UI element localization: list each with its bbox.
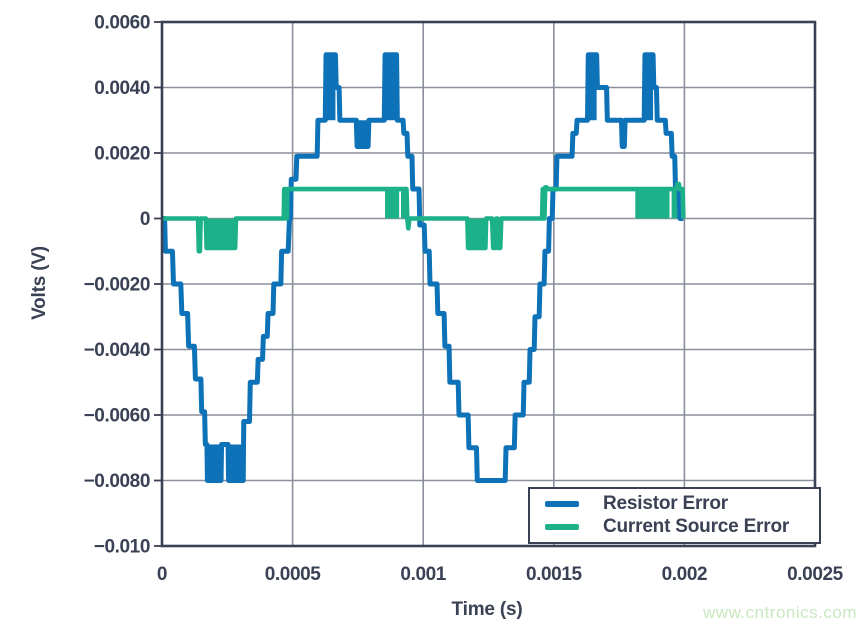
series-band (588, 54, 597, 121)
series-band (400, 189, 408, 219)
y-tick-label: 0.0060 (94, 13, 150, 34)
series-line (162, 52, 684, 483)
resistor-error-swatch-icon (545, 500, 579, 507)
x-tick-label: 0.001 (400, 564, 446, 585)
series-band (385, 189, 400, 219)
y-tick-label: −0.0060 (84, 406, 150, 427)
series-band (357, 120, 369, 147)
y-tick-label: −0.010 (94, 537, 150, 558)
y-axis-title: Volts (V) (29, 246, 50, 320)
legend-label: Resistor Error (603, 492, 728, 514)
y-tick-label: −0.0040 (84, 340, 150, 361)
y-tick-label: −0.0020 (84, 275, 150, 296)
x-tick-label: 0.0025 (787, 564, 844, 585)
series-band (228, 444, 244, 481)
x-tick-label: 0.0015 (526, 564, 583, 585)
series-band (468, 218, 487, 248)
series-band (207, 444, 222, 481)
series-band (206, 218, 236, 248)
y-tick-label: 0.0020 (94, 144, 150, 165)
y-tick-label: −0.0080 (84, 471, 150, 492)
x-tick-label: 0.0005 (265, 564, 322, 585)
x-axis-title: Time (s) (451, 599, 523, 620)
legend: Resistor Error Current Source Error (528, 487, 821, 544)
series-band (326, 54, 336, 121)
series-band (385, 54, 397, 121)
series-band (635, 189, 670, 219)
y-tick-label: 0.0040 (94, 78, 150, 99)
series-band (644, 54, 654, 121)
current-source-error-swatch-icon (545, 524, 579, 531)
x-tick-label: 0.002 (662, 564, 708, 585)
series-line (162, 181, 686, 254)
legend-label: Current Source Error (603, 516, 790, 538)
legend-row-resistor-error: Resistor Error (530, 493, 819, 515)
y-tick-label: 0 (140, 209, 150, 230)
watermark: www.cntronics.com (703, 603, 857, 622)
legend-row-current-source-error: Current Source Error (530, 516, 819, 538)
x-tick-label: 0 (157, 564, 167, 585)
plot-border (160, 20, 817, 548)
